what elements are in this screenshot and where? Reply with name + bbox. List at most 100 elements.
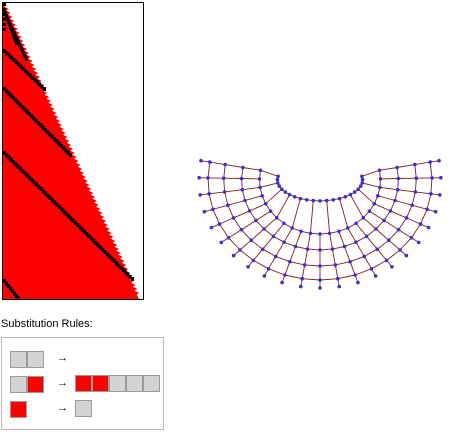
event-marker: [46, 130, 50, 135]
edge-tooth: [32, 67, 37, 71]
event-marker: [13, 291, 16, 296]
graph-edge: [396, 167, 399, 179]
graph-edge: [363, 256, 372, 270]
graph-vertex: [327, 231, 332, 236]
graph-edge: [429, 162, 433, 178]
event-marker: [85, 232, 89, 236]
graph-edge: [250, 239, 263, 250]
event-marker: [35, 182, 38, 187]
edge-tooth: [15, 31, 20, 35]
graph-vertex: [374, 227, 378, 231]
graph-edge: [350, 194, 364, 219]
graph-vertex: [260, 247, 265, 251]
event-marker: [25, 109, 29, 114]
graph-edge: [273, 235, 285, 243]
event-marker: [14, 60, 18, 65]
event-marker: [5, 153, 9, 158]
graph-vertex: [282, 240, 286, 244]
edge-tooth: [98, 211, 103, 215]
graph-vertex: [305, 247, 310, 251]
edge-tooth: [82, 175, 87, 179]
event-marker: [43, 87, 46, 91]
event-marker: [3, 13, 6, 16]
event-marker: [3, 8, 6, 11]
edge-tooth: [50, 107, 55, 111]
graph-vertex: [437, 158, 441, 163]
graph-vertex: [240, 187, 245, 192]
event-marker: [7, 91, 11, 96]
event-marker: [64, 148, 68, 153]
graph-edge: [224, 189, 243, 193]
event-marker: [50, 134, 54, 139]
graph-edge: [262, 236, 274, 250]
graph-vertex: [223, 162, 227, 167]
graph-edge: [388, 239, 401, 251]
graph-vertex: [330, 247, 335, 251]
event-marker: [53, 200, 57, 205]
event-marker: [57, 141, 61, 146]
graph-vertex: [388, 209, 393, 213]
event-marker: [13, 38, 17, 42]
graph-vertex: [348, 192, 353, 197]
event-marker: [12, 160, 16, 164]
event-marker: [9, 286, 12, 291]
graph-vertex: [382, 218, 386, 223]
graph-vertex: [290, 226, 294, 230]
graph-vertex: [356, 280, 360, 285]
event-marker: [5, 89, 9, 94]
graph-edge: [377, 239, 390, 250]
event-marker: [53, 137, 57, 142]
graph-edge: [268, 268, 286, 276]
event-marker: [115, 261, 118, 266]
graph-edge: [355, 223, 367, 237]
edge-tooth: [28, 59, 33, 63]
graph-vertex: [318, 264, 322, 268]
graph-vertex: [396, 227, 401, 232]
graph-edge: [349, 261, 356, 276]
graph-edge: [371, 260, 387, 270]
graph-edge: [332, 246, 345, 250]
graph-edge: [259, 182, 278, 188]
event-marker: [12, 57, 16, 62]
graph-vertex: [433, 209, 438, 214]
graph-edge: [331, 249, 336, 265]
graph-vertex: [372, 202, 377, 206]
graph-vertex: [202, 209, 207, 214]
event-marker: [69, 216, 73, 221]
graph-vertex: [404, 253, 409, 258]
graph-edge: [379, 186, 398, 191]
graph-vertex: [416, 240, 421, 245]
graph-vertex: [199, 158, 203, 163]
event-marker: [105, 252, 109, 257]
event-marker: [16, 100, 20, 105]
event-marker: [37, 184, 41, 189]
edge-tooth: [78, 167, 83, 171]
graph-edge: [399, 237, 412, 251]
graph-vertex: [231, 216, 236, 220]
graph-vertex: [275, 216, 279, 220]
rule-rhs-cell: [92, 375, 109, 392]
graph-vertex: [393, 198, 397, 203]
event-marker: [14, 34, 18, 39]
graph-edge: [362, 182, 381, 188]
graph-edge: [224, 191, 229, 206]
graph-edge: [366, 228, 377, 237]
graph-vertex: [409, 236, 414, 240]
event-marker: [66, 150, 70, 155]
graph-edge: [366, 236, 378, 250]
graph-edge: [337, 274, 356, 280]
graph-edge: [249, 203, 266, 212]
graph-edge: [414, 161, 431, 166]
graph-edge: [233, 210, 250, 219]
rule-rhs-cell: [75, 375, 92, 392]
graph-edge: [275, 241, 285, 257]
graph-vertex: [384, 258, 389, 263]
graph-vertex: [360, 177, 365, 182]
graph-edge: [394, 200, 413, 206]
graph-edge: [249, 210, 257, 221]
event-marker: [5, 14, 9, 18]
edge-tooth: [96, 207, 101, 211]
event-marker: [76, 223, 80, 227]
graph-edge: [273, 223, 285, 237]
edge-tooth: [59, 127, 64, 131]
